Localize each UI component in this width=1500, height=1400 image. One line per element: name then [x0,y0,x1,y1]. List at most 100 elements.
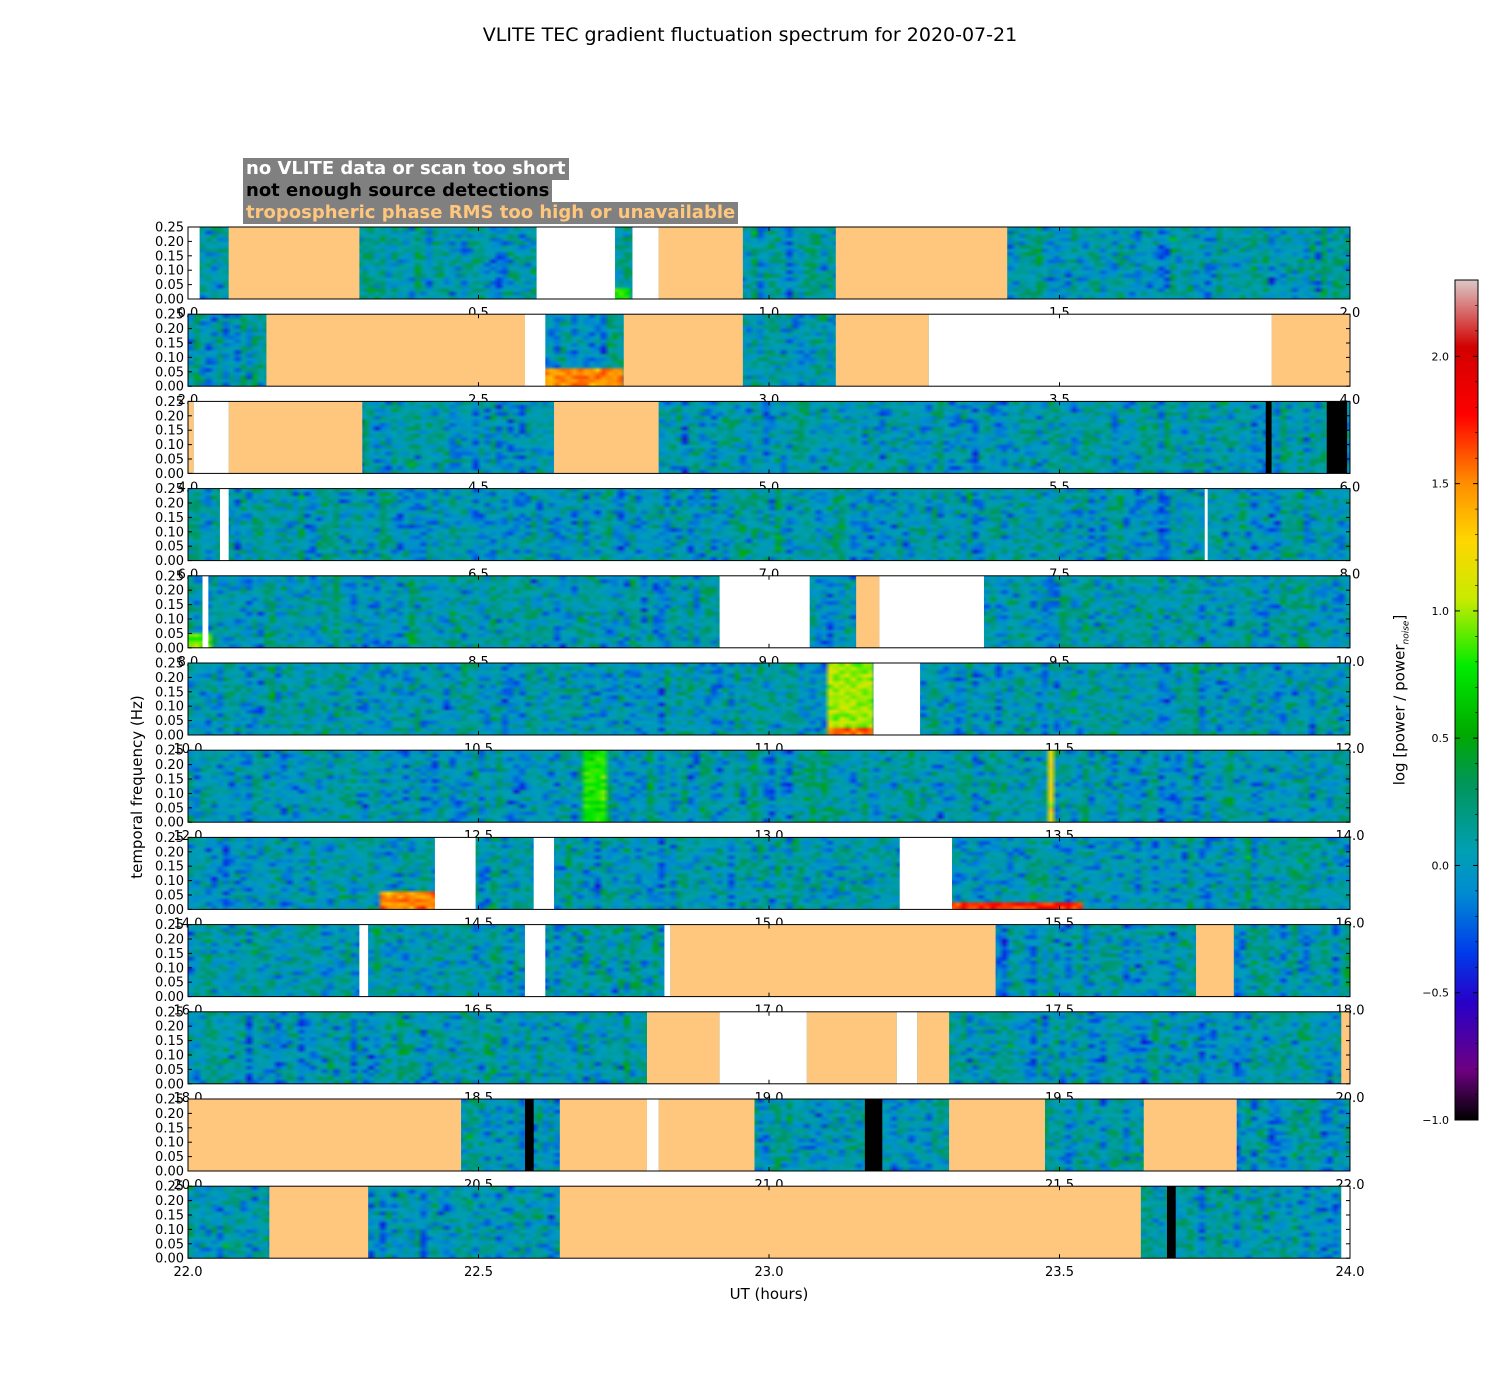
colorbar-tick-label: −1.0 [1422,1114,1449,1127]
colorbar-label: log [power / powernoise] [1390,614,1412,786]
heatmap-cells-2 [188,401,1350,474]
trop-rms-mask [917,1011,950,1084]
trop-rms-mask [1196,924,1234,997]
no-data-mask [524,924,546,997]
y-tick-label: 0.10 [155,525,184,540]
y-tick-label: 0.00 [155,467,184,482]
y-tick-label: 0.05 [155,801,184,816]
no-data-mask [928,314,1272,387]
trop-rms-mask [623,314,743,387]
y-tick-label: 0.10 [155,1136,184,1151]
heatmap-cells-6 [188,750,1350,823]
colorbar-tick-label: 0.5 [1432,732,1450,745]
y-tick-label: 0.00 [155,554,184,569]
y-tick-label: 0.10 [155,787,184,802]
colorbar-tick-label: 1.5 [1432,478,1450,491]
y-tick-label: 0.20 [155,497,184,512]
no-data-mask [536,227,616,299]
y-tick-label: 0.20 [155,584,184,599]
no-data-mask [719,1011,807,1084]
colorbar-gradient [1455,280,1478,1120]
trop-rms-mask [269,1186,369,1259]
no-data-mask [1204,488,1208,561]
colorbar-tick-label: 2.0 [1432,350,1450,363]
panel-1: 0.250.200.150.100.050.002.0 2.5 3.0 3.5 4.0 [155,308,1360,409]
y-tick-label: 0.25 [155,569,184,584]
y-tick-label: 0.05 [155,1150,184,1165]
few-detections-mask [1166,1186,1176,1259]
heatmap-cells-7 [188,837,1350,910]
y-tick-label: 0.00 [155,1165,184,1180]
heatmap-cells-5 [188,663,1350,735]
y-tick-label: 0.20 [155,933,184,948]
few-detections-mask [1326,401,1348,474]
y-tick-label: 0.25 [155,918,184,933]
y-tick-label: 0.20 [155,671,184,686]
y-tick-label: 0.05 [155,1063,184,1078]
no-data-mask [202,575,209,648]
trop-rms-mask [1143,1099,1237,1171]
y-tick-label: 0.25 [155,1005,184,1020]
y-tick-label: 0.00 [155,903,184,918]
no-data-mask [632,227,659,299]
y-tick-label: 0.05 [155,889,184,904]
y-tick-label: 0.05 [155,278,184,293]
few-detections-mask [1265,401,1272,474]
no-data-mask [646,1099,659,1171]
no-data-mask [719,575,810,648]
y-tick-label: 0.20 [155,1020,184,1035]
y-axis-label: temporal frequency (Hz) [128,695,146,879]
trop-rms-mask [188,1099,462,1171]
y-tick-label: 0.20 [155,758,184,773]
y-tick-label: 0.00 [155,1077,184,1092]
few-detections-mask [864,1099,883,1171]
y-tick-label: 0.25 [155,657,184,672]
y-tick-label: 0.10 [155,351,184,366]
y-tick-label: 0.00 [155,1252,184,1267]
x-tick-label: 23.0 [755,1265,784,1280]
y-tick-label: 0.20 [155,235,184,250]
y-tick-label: 0.05 [155,453,184,468]
y-tick-label: 0.10 [155,264,184,279]
trop-rms-mask [228,227,360,299]
trop-rms-mask [835,314,929,387]
y-tick-label: 0.25 [155,482,184,497]
legend-trop-rms: tropospheric phase RMS too high or unava… [243,202,739,224]
x-tick-label: 23.5 [1045,1265,1074,1280]
y-tick-label: 0.25 [155,744,184,759]
y-tick-label: 0.15 [155,337,184,352]
colorbar-tick-label: 0.0 [1432,859,1450,872]
y-tick-label: 0.10 [155,700,184,715]
y-tick-label: 0.15 [155,773,184,788]
x-axis-label: UT (hours) [729,1285,809,1303]
heatmap-cells-0 [188,227,1350,299]
heatmap-cells-3 [188,488,1350,561]
no-data-mask [873,663,921,735]
y-tick-label: 0.25 [155,1093,184,1108]
y-tick-label: 0.10 [155,438,184,453]
colorbar-tick-label: −0.5 [1422,987,1449,1000]
y-tick-label: 0.15 [155,947,184,962]
y-tick-label: 0.15 [155,1209,184,1224]
trop-rms-mask [559,1099,647,1171]
chart-title: VLITE TEC gradient fluctuation spectrum … [482,24,1018,46]
y-tick-label: 0.10 [155,1223,184,1238]
trop-rms-mask [806,1011,897,1084]
y-tick-label: 0.20 [155,845,184,860]
panel-4: 0.250.200.150.100.050.008.0 8.5 9.0 9.5 10.0 [155,569,1364,670]
few-detections-mask [524,1099,534,1171]
trop-rms-mask [1341,1011,1350,1084]
trop-rms-mask [856,575,880,648]
y-tick-label: 0.00 [155,816,184,831]
y-tick-label: 0.00 [155,293,184,308]
y-tick-label: 0.15 [155,685,184,700]
y-tick-label: 0.20 [155,409,184,424]
no-data-mask [1341,1186,1350,1259]
y-tick-label: 0.05 [155,976,184,991]
trop-rms-mask [554,401,659,474]
no-data-mask [359,924,369,997]
